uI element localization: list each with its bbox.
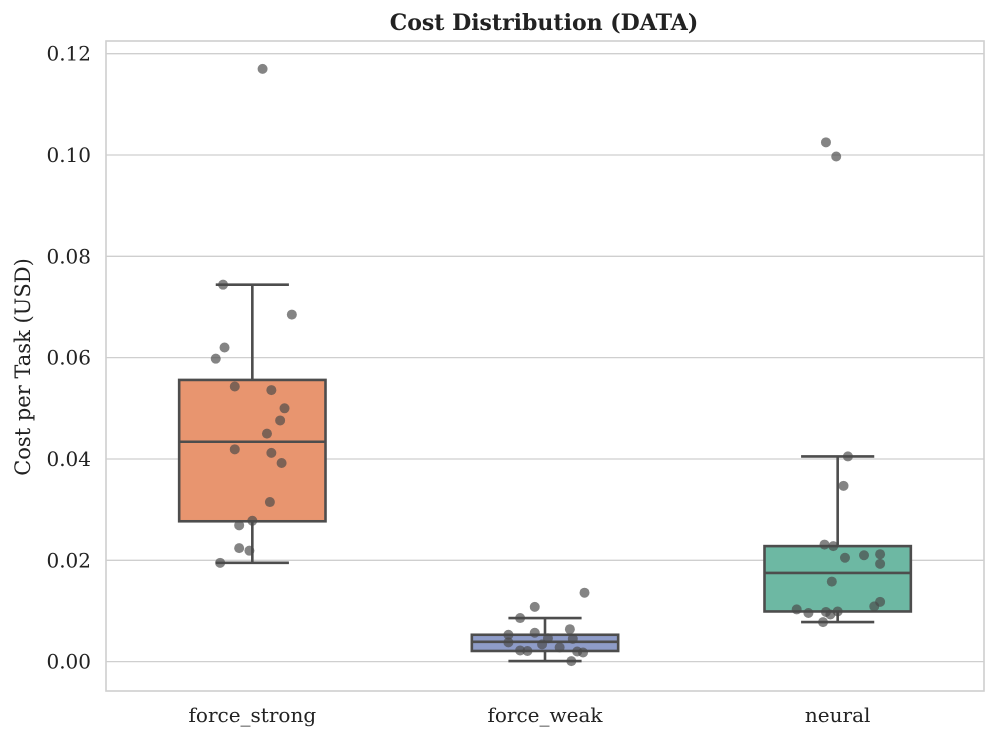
box-neural <box>763 455 913 624</box>
y-tick-label: 0.04 <box>46 447 91 471</box>
box-force_strong <box>177 283 327 565</box>
data-point <box>503 629 514 640</box>
data-point <box>218 279 229 290</box>
data-point <box>875 558 886 569</box>
data-point <box>820 137 831 148</box>
data-point <box>264 497 275 508</box>
y-tick-label: 0.02 <box>46 548 91 572</box>
data-point <box>875 549 886 560</box>
y-tick-label: 0.00 <box>46 650 91 674</box>
data-point <box>566 656 577 667</box>
data-point <box>578 647 589 658</box>
data-point <box>234 520 245 531</box>
x-tick-label: neural <box>805 703 870 727</box>
data-point <box>839 552 850 563</box>
data-point <box>244 545 255 556</box>
data-point <box>567 633 578 644</box>
data-point <box>825 609 836 620</box>
data-point <box>275 415 286 426</box>
data-point <box>266 447 277 458</box>
data-point <box>276 458 287 469</box>
x-axis-ticks: force_strong force_weak neural <box>189 703 871 727</box>
y-axis-ticks: 0.00 0.02 0.04 0.06 0.08 0.10 0.12 <box>46 42 91 674</box>
data-point <box>554 642 565 653</box>
plot-frame <box>105 40 985 692</box>
data-point <box>869 601 880 612</box>
data-point <box>529 627 540 638</box>
y-tick-label: 0.06 <box>46 346 91 370</box>
data-point <box>286 309 297 320</box>
data-point <box>279 403 290 414</box>
y-tick-label: 0.12 <box>46 42 91 66</box>
iqr-box <box>177 378 327 523</box>
data-point <box>234 543 245 554</box>
data-point <box>247 515 258 526</box>
data-points <box>210 63 886 667</box>
data-point <box>838 480 849 491</box>
data-point <box>515 645 526 656</box>
iqr-box <box>763 544 913 613</box>
y-tick-label: 0.10 <box>46 143 91 167</box>
data-point <box>537 639 548 650</box>
x-tick-label: force_strong <box>189 703 317 727</box>
data-point <box>529 601 540 612</box>
data-point <box>257 63 268 74</box>
data-point <box>828 541 839 552</box>
data-point <box>791 604 802 615</box>
data-point <box>579 587 590 598</box>
data-point <box>818 617 829 628</box>
data-point <box>803 607 814 618</box>
data-point <box>215 557 226 568</box>
data-point <box>210 353 221 364</box>
data-point <box>826 576 837 587</box>
boxes <box>177 283 913 663</box>
data-point <box>261 428 272 439</box>
data-point <box>859 550 870 561</box>
data-point <box>503 637 514 648</box>
data-point <box>564 624 575 635</box>
data-point <box>522 645 533 656</box>
data-point <box>831 151 842 162</box>
data-point <box>219 342 230 353</box>
data-point <box>266 385 277 396</box>
data-point <box>229 381 240 392</box>
y-axis-label: Cost per Task (USD) <box>11 258 35 476</box>
x-tick-label: force_weak <box>487 703 603 727</box>
y-tick-label: 0.08 <box>46 244 91 268</box>
data-point <box>819 539 830 550</box>
data-point <box>515 613 526 624</box>
data-point <box>229 444 240 455</box>
chart-title: Cost Distribution (DATA) <box>390 10 699 36</box>
data-point <box>842 451 853 462</box>
